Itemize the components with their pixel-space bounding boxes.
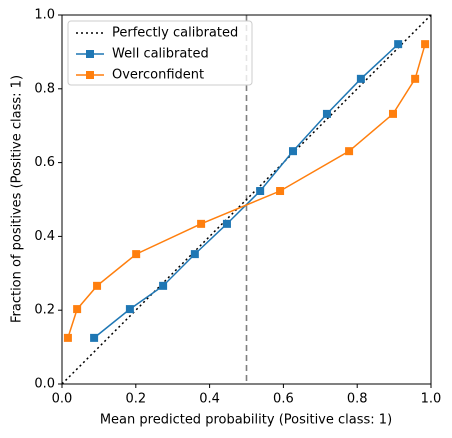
marker	[222, 219, 231, 228]
legend-label: Well calibrated	[112, 47, 209, 62]
series-line	[93, 43, 399, 339]
x-tick-label: 0.4	[199, 392, 220, 407]
axes-frame	[61, 14, 432, 385]
marker	[322, 109, 331, 118]
y-tick-label: 0.4	[34, 229, 55, 244]
series-line	[61, 14, 432, 385]
x-tick-label: 0.2	[125, 392, 146, 407]
marker	[190, 250, 199, 259]
y-tick-label: 0.2	[34, 303, 55, 318]
marker	[388, 109, 397, 118]
marker	[125, 305, 134, 314]
marker	[421, 40, 430, 49]
legend-marker	[86, 50, 94, 58]
marker	[132, 250, 141, 259]
marker	[73, 305, 82, 314]
legend-label: Overconfident	[112, 68, 204, 83]
marker	[276, 187, 285, 196]
marker	[411, 74, 420, 83]
y-tick-label: 0.6	[34, 155, 55, 170]
series-line	[67, 43, 426, 339]
y-tick-label: 0.8	[34, 81, 55, 96]
marker	[394, 40, 403, 49]
x-tick-label: 0.6	[273, 392, 294, 407]
marker	[63, 333, 72, 342]
marker	[197, 219, 206, 228]
legend-label: Perfectly calibrated	[112, 26, 238, 41]
y-axis-label: Fraction of positives (Positive class: 1…	[10, 75, 25, 323]
legend: Perfectly calibrated Well calibrated Overc…	[67, 20, 253, 86]
marker	[93, 281, 102, 290]
y-tick-label: 1.0	[34, 8, 55, 23]
marker	[256, 187, 265, 196]
legend-marker	[86, 71, 94, 79]
x-tick-label: 0.8	[347, 392, 368, 407]
y-tick-label: 0.0	[34, 377, 55, 392]
marker	[159, 281, 168, 290]
marker	[356, 74, 365, 83]
marker	[90, 333, 99, 342]
marker	[288, 147, 297, 156]
x-tick-label: 1.0	[421, 392, 442, 407]
x-axis-label: Mean predicted probability (Positive cla…	[100, 413, 392, 428]
x-tick-label: 0.0	[52, 392, 73, 407]
legend-box	[67, 20, 253, 86]
marker	[345, 147, 354, 156]
